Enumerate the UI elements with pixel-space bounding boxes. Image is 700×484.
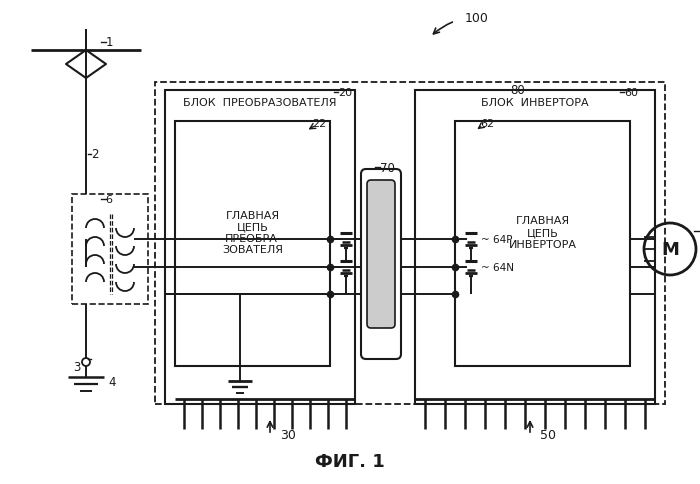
Text: 30: 30 [280,429,296,441]
Text: M: M [661,241,679,258]
Text: 60: 60 [624,88,638,98]
Text: 22: 22 [312,119,326,129]
Bar [155,83,665,404]
Text: БЛОК  ПРЕОБРАЗОВАТЕЛЯ: БЛОК ПРЕОБРАЗОВАТЕЛЯ [183,98,337,108]
Text: 20: 20 [338,88,352,98]
FancyBboxPatch shape [361,170,401,359]
Text: 6: 6 [105,195,112,205]
Text: ~ 64N: ~ 64N [481,262,514,272]
Text: 1: 1 [106,36,113,49]
Text: ГЛАВНАЯ
ЦЕПЬ
ПРЕОБРА-
ЗОВАТЕЛЯ: ГЛАВНАЯ ЦЕПЬ ПРЕОБРА- ЗОВАТЕЛЯ [223,210,284,255]
FancyBboxPatch shape [367,181,395,328]
Text: 4: 4 [108,376,116,389]
Bar [415,91,655,404]
Bar [455,122,630,366]
Text: 80: 80 [510,84,525,97]
Bar [175,122,330,366]
Text: 90: 90 [699,225,700,238]
Text: 2: 2 [91,148,99,161]
Text: 100: 100 [465,12,489,25]
Text: ~ 24N: ~ 24N [356,262,389,272]
Text: 62: 62 [480,119,494,129]
Text: ~ 64P: ~ 64P [481,235,512,244]
Bar [72,195,148,304]
Text: 50: 50 [540,429,556,441]
Text: 70: 70 [380,161,395,174]
Text: ГЛАВНАЯ
ЦЕПЬ
ИНВЕРТОРА: ГЛАВНАЯ ЦЕПЬ ИНВЕРТОРА [509,216,577,249]
Text: ~ 24P: ~ 24P [356,235,388,244]
Text: 3: 3 [74,361,81,374]
Bar [165,91,355,404]
Text: БЛОК  ИНВЕРТОРА: БЛОК ИНВЕРТОРА [481,98,589,108]
Text: ФИГ. 1: ФИГ. 1 [315,452,385,470]
